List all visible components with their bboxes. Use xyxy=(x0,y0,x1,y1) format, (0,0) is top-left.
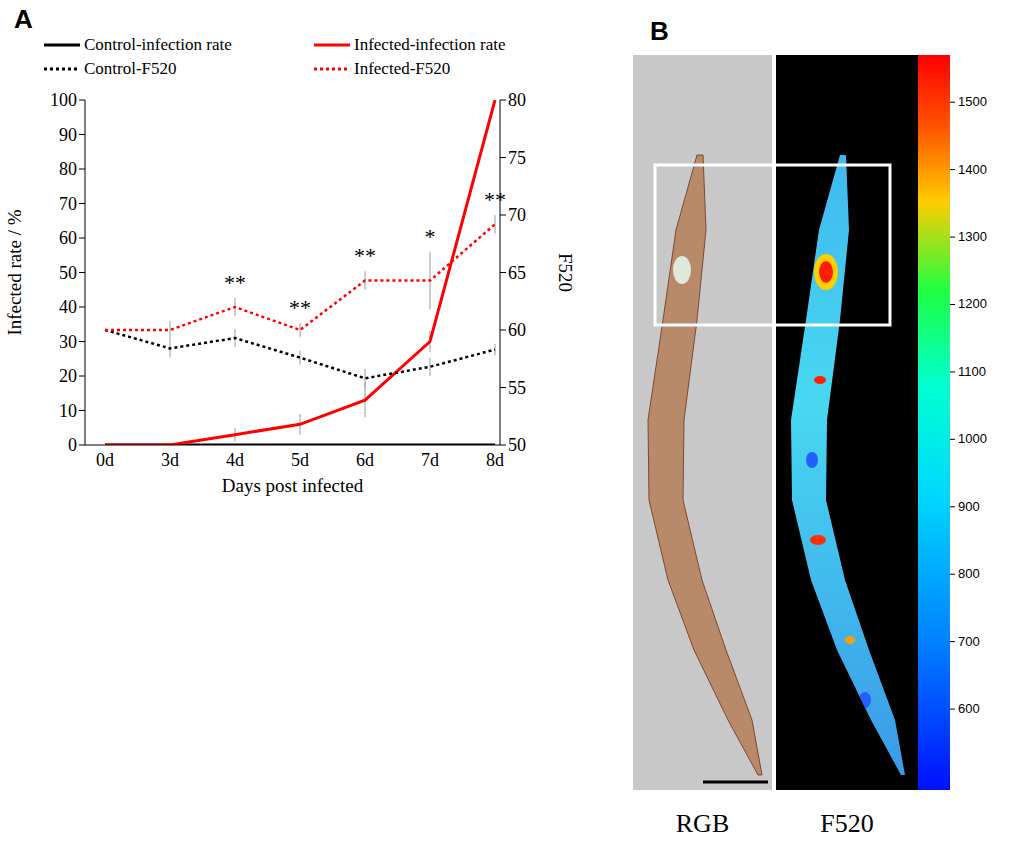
svg-text:50: 50 xyxy=(508,435,526,455)
svg-text:**: ** xyxy=(354,243,376,268)
svg-text:70: 70 xyxy=(508,205,526,225)
svg-text:8d: 8d xyxy=(486,450,504,470)
svg-text:4d: 4d xyxy=(226,450,244,470)
svg-text:100: 100 xyxy=(50,90,77,110)
svg-text:1000: 1000 xyxy=(958,431,987,446)
svg-text:20: 20 xyxy=(59,366,77,386)
svg-text:1100: 1100 xyxy=(958,364,986,379)
svg-text:**: ** xyxy=(224,270,246,295)
svg-text:800: 800 xyxy=(958,566,980,581)
svg-text:7d: 7d xyxy=(421,450,439,470)
svg-text:0d: 0d xyxy=(96,450,114,470)
svg-text:600: 600 xyxy=(958,701,980,716)
svg-text:80: 80 xyxy=(508,90,526,110)
html-text:Infected-F520: Infected-F520 xyxy=(354,59,451,78)
svg-text:70: 70 xyxy=(59,194,77,214)
svg-text:700: 700 xyxy=(958,634,980,649)
svg-text:50: 50 xyxy=(59,263,77,283)
svg-text:*: * xyxy=(425,224,436,249)
svg-text:55: 55 xyxy=(508,378,526,398)
svg-text:0: 0 xyxy=(68,435,77,455)
svg-text:40: 40 xyxy=(59,297,77,317)
svg-text:75: 75 xyxy=(508,148,526,168)
svg-text:65: 65 xyxy=(508,263,526,283)
svg-text:1500: 1500 xyxy=(958,94,987,109)
html-text:Infected-infection rate: Infected-infection rate xyxy=(354,35,506,54)
svg-text:6d: 6d xyxy=(356,450,374,470)
svg-text:3d: 3d xyxy=(161,450,179,470)
svg-text:F520: F520 xyxy=(555,253,576,292)
svg-text:F520: F520 xyxy=(820,809,873,838)
svg-text:RGB: RGB xyxy=(676,809,729,838)
svg-text:60: 60 xyxy=(508,320,526,340)
html-text:Control-infection rate: Control-infection rate xyxy=(84,35,232,54)
html-text:Control-F520: Control-F520 xyxy=(84,59,177,78)
svg-text:1400: 1400 xyxy=(958,162,987,177)
svg-text:B: B xyxy=(650,16,669,46)
svg-text:80: 80 xyxy=(59,159,77,179)
svg-text:900: 900 xyxy=(958,499,980,514)
svg-text:90: 90 xyxy=(59,125,77,145)
html-text:A: A xyxy=(14,4,33,34)
svg-text:60: 60 xyxy=(59,228,77,248)
svg-text:**: ** xyxy=(484,187,506,212)
svg-text:Days post infected: Days post infected xyxy=(222,475,364,496)
svg-text:5d: 5d xyxy=(291,450,309,470)
svg-text:**: ** xyxy=(289,295,311,320)
svg-text:1300: 1300 xyxy=(958,229,987,244)
svg-text:30: 30 xyxy=(59,332,77,352)
svg-text:10: 10 xyxy=(59,401,77,421)
svg-text:Infected rate / %: Infected rate / % xyxy=(4,209,25,335)
svg-text:1200: 1200 xyxy=(958,296,987,311)
